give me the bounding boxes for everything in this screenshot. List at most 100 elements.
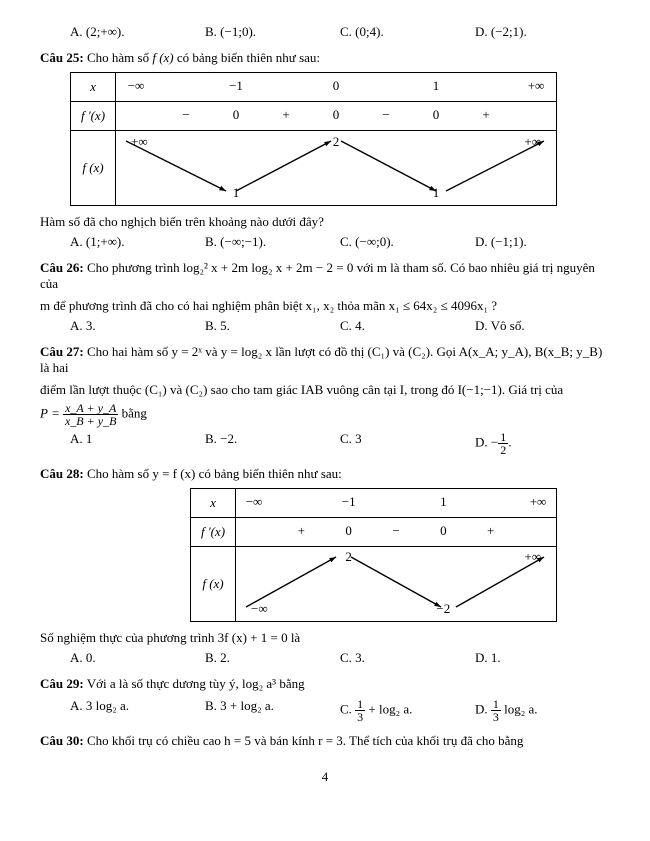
q29-A: A. 3 log₂ a. [70,698,205,723]
q27-frac-after: bằng [118,405,147,420]
svg-text:+: + [298,523,305,538]
q25-D: D. (−1;1). [475,234,610,250]
q25-label: Câu 25: [40,50,84,65]
q24-C: C. (0;4). [340,24,475,40]
svg-text:−2: −2 [436,601,450,616]
svg-text:1: 1 [433,185,440,200]
q26-B: B. 5. [205,318,340,334]
svg-text:2: 2 [345,549,352,564]
svg-text:0: 0 [333,78,340,93]
q29-C-prefix: C. [340,701,355,716]
q26-line1: Cho phương trình log₂² x + 2m log₂ x + 2… [40,260,595,291]
q28-prompt: Cho hàm số y = f (x) có bảng biến thiên … [84,466,342,481]
q27-D: D. −12. [475,431,610,456]
q27-label: Câu 27: [40,344,84,359]
q28-x-label: x [191,489,236,518]
svg-text:2: 2 [333,134,340,149]
q28-table: x −∞−11+∞ f '(x) +0−0+ f (x) −∞2−2+∞ [190,488,557,622]
q29: Câu 29: Với a là số thực dương tùy ý, lo… [40,676,610,692]
q30: Câu 30: Cho khối trụ có chiều cao h = 5 … [40,733,610,749]
q26: Câu 26: Cho phương trình log₂² x + 2m lo… [40,260,610,292]
q28-answers: A. 0. B. 2. C. 3. D. 1. [70,650,610,666]
q24-answers: A. (2;+∞). B. (−1;0). C. (0;4). D. (−2;1… [70,24,610,40]
q25-B: B. (−∞;−1). [205,234,340,250]
q28-C: C. 3. [340,650,475,666]
q29-D-prefix: D. [475,701,491,716]
svg-text:1: 1 [233,185,240,200]
q25-fx-row: +∞2+∞11 [116,131,557,206]
q27-D-frac: 12 [498,431,508,456]
q25-x-label: x [71,73,116,102]
q27: Câu 27: Cho hai hàm số y = 2ˣ và y = log… [40,344,610,376]
q29-D: D. 13 log₂ a. [475,698,610,723]
svg-text:+: + [487,523,494,538]
q29-C: C. 13 + log₂ a. [340,698,475,723]
q28-fp-label: f '(x) [191,518,236,547]
q29-B: B. 3 + log₂ a. [205,698,340,723]
q28-B: B. 2. [205,650,340,666]
q27-line1: Cho hai hàm số y = 2ˣ và y = log₂ x lần … [40,344,602,375]
q27-D-prefix: D. − [475,434,498,449]
svg-text:+∞: +∞ [131,134,148,149]
q24-B: B. (−1;0). [205,24,340,40]
q27-P: P = [40,405,63,420]
q28-fx-row: −∞2−2+∞ [236,547,557,622]
q27-frac: x_A + y_Ax_B + y_B [63,402,118,427]
svg-text:0: 0 [440,523,447,538]
q27-frac-den: x_B + y_B [63,415,118,427]
svg-text:+∞: +∞ [530,494,547,509]
q27-frac-line: P = x_A + y_Ax_B + y_B bằng [40,402,610,427]
q28-label: Câu 28: [40,466,84,481]
q26-A: A. 3. [70,318,205,334]
q25-x-row: −∞−101+∞ [116,73,557,102]
q28: Câu 28: Cho hàm số y = f (x) có bảng biế… [40,466,610,482]
q27-line2: điểm lần lượt thuộc (C₁) và (C₂) sao cho… [40,382,610,398]
q29-label: Câu 29: [40,676,84,691]
q28-fp-row: +0−0+ [236,518,557,547]
q25-fx-label: f (x) [71,131,116,206]
svg-text:−1: −1 [229,78,243,93]
q25-text-after: có bảng biến thiên như sau: [174,50,320,65]
q28-x-row: −∞−11+∞ [236,489,557,518]
q27-D-suffix: . [508,434,511,449]
q29-D-frac: 13 [491,698,501,723]
svg-text:0: 0 [233,107,240,122]
svg-text:−1: −1 [342,494,356,509]
q25-C: C. (−∞;0). [340,234,475,250]
q29-D-after: log₂ a. [501,701,538,716]
q25-subtext: Hàm số đã cho nghịch biến trên khoảng nà… [40,214,610,230]
q25-fp-row: −0+0−0+ [116,102,557,131]
q28-D: D. 1. [475,650,610,666]
q27-D-den: 2 [498,444,508,456]
svg-text:+∞: +∞ [528,78,545,93]
q28-A: A. 0. [70,650,205,666]
q26-C: C. 4. [340,318,475,334]
q27-answers: A. 1 B. −2. C. 3 D. −12. [70,431,610,456]
svg-text:1: 1 [440,494,447,509]
q28-subtext: Số nghiệm thực của phương trình 3f (x) +… [40,630,610,646]
svg-text:0: 0 [345,523,352,538]
svg-text:+: + [282,107,289,122]
q29-D-den: 3 [491,711,501,723]
q26-D: D. Vô số. [475,318,610,334]
q25: Câu 25: Cho hàm số f (x) có bảng biến th… [40,50,610,66]
page-number: 4 [40,769,610,785]
svg-text:+: + [482,107,489,122]
q25-A: A. (1;+∞). [70,234,205,250]
svg-text:0: 0 [333,107,340,122]
q27-A: A. 1 [70,431,205,456]
q30-prompt: Cho khối trụ có chiều cao h = 5 và bán k… [84,733,524,748]
q29-answers: A. 3 log₂ a. B. 3 + log₂ a. C. 13 + log₂… [70,698,610,723]
q29-C-frac: 13 [355,698,365,723]
svg-text:−: − [382,107,389,122]
q25-table: x −∞−101+∞ f '(x) −0+0−0+ f (x) +∞2+∞11 [70,72,557,206]
svg-text:0: 0 [433,107,440,122]
svg-text:1: 1 [433,78,440,93]
q28-fx-label: f (x) [191,547,236,622]
svg-text:+∞: +∞ [524,549,541,564]
q29-prompt: Với a là số thực dương tùy ý, log₂ a³ bằ… [84,676,305,691]
q29-C-after: + log₂ a. [365,701,412,716]
q25-answers: A. (1;+∞). B. (−∞;−1). C. (−∞;0). D. (−1… [70,234,610,250]
q27-C: C. 3 [340,431,475,456]
q26-answers: A. 3. B. 5. C. 4. D. Vô số. [70,318,610,334]
